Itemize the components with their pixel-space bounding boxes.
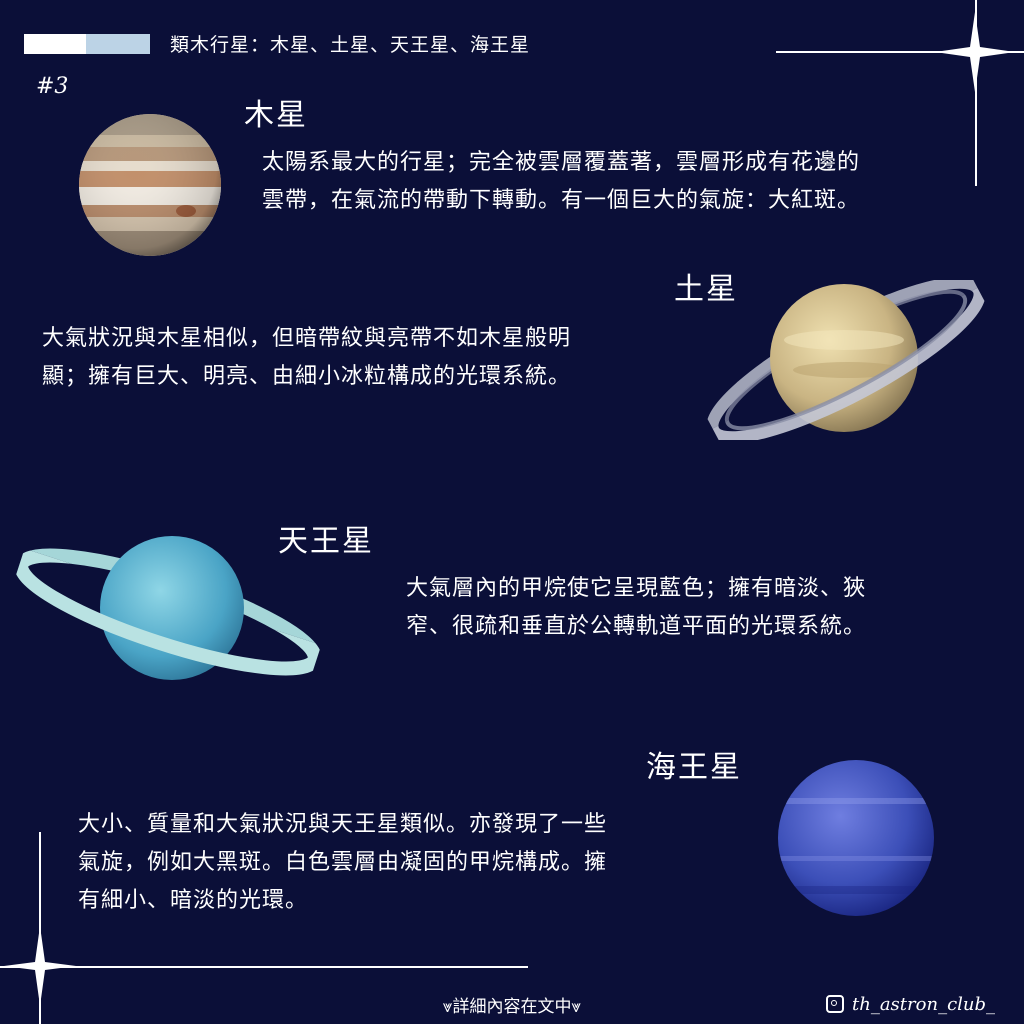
decor-line-right [975,0,977,186]
desc-line: 太陽系最大的行星；完全被雲層覆蓋著，雲層形成有花邊的 [262,150,861,175]
desc-line: 窄、很疏和垂直於公轉軌道平面的光環系統。 [406,614,867,639]
handle-text: th_astron_club_ [852,994,996,1015]
planet-name-neptune: 海王星 [646,750,742,785]
header-accent-bar [24,34,86,54]
planet-desc-jupiter: 太陽系最大的行星；完全被雲層覆蓋著，雲層形成有花邊的 雲帶，在氣流的帶動下轉動。… [262,144,860,220]
decor-line-bottom [0,966,528,968]
instagram-icon [826,995,844,1013]
desc-line: 氣旋，例如大黑斑。白色雲層由凝固的甲烷構成。擁 [78,850,608,875]
footer-hint-text: ⩔詳細內容在文中⩔ [442,997,582,1017]
planet-name-jupiter: 木星 [244,98,308,133]
desc-line: 大氣狀況與木星相似，但暗帶紋與亮帶不如木星般明 [42,326,572,351]
instagram-handle: th_astron_club_ [826,994,995,1015]
desc-line: 雲帶，在氣流的帶動下轉動。有一個巨大的氣旋：大紅斑。 [262,188,861,213]
decor-line-top [776,51,1024,53]
desc-line: 有細小、暗淡的光環。 [78,888,309,913]
sparkle-icon-top [935,12,1015,92]
footer-hint: ⩔詳細內容在文中⩔ [0,992,1024,1017]
page-number: #3 [36,74,69,99]
header-accent-bar-blue [86,34,150,54]
planet-desc-saturn: 大氣狀況與木星相似，但暗帶紋與亮帶不如木星般明 顯；擁有巨大、明亮、由細小冰粒構… [42,320,571,396]
page-title: 類木行星：木星、土星、天王星、海王星 [170,34,531,56]
planet-name-uranus: 天王星 [278,524,374,559]
sparkle-icon-bottom [4,926,76,1006]
desc-line: 大小、質量和大氣狀況與天王星類似。亦發現了一些 [78,812,608,837]
saturn-icon [706,280,986,440]
desc-line: 大氣層內的甲烷使它呈現藍色；擁有暗淡、狹 [406,576,867,601]
planet-desc-uranus: 大氣層內的甲烷使它呈現藍色；擁有暗淡、狹 窄、很疏和垂直於公轉軌道平面的光環系統… [406,570,866,646]
planet-name-saturn: 土星 [674,272,738,307]
jupiter-icon [79,114,221,256]
desc-line: 顯；擁有巨大、明亮、由細小冰粒構成的光環系統。 [42,364,572,389]
neptune-icon [778,760,934,916]
planet-desc-neptune: 大小、質量和大氣狀況與天王星類似。亦發現了一些 氣旋，例如大黑斑。白色雲層由凝固… [78,806,607,920]
uranus-icon [14,536,322,680]
